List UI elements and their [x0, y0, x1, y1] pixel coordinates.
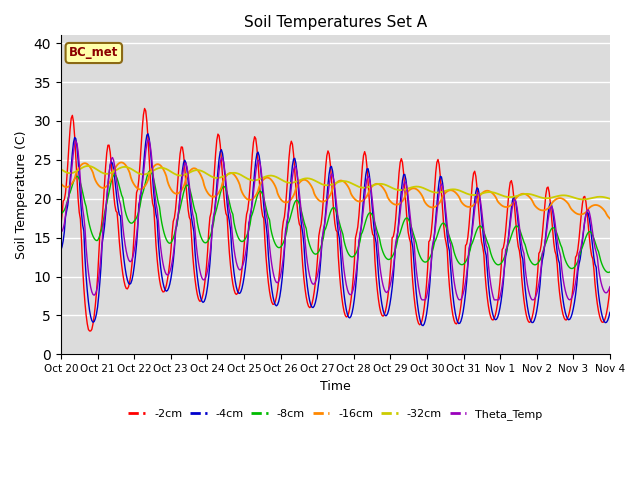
Line: -4cm: -4cm: [61, 134, 610, 325]
-32cm: [606, 196, 614, 202]
-32cm: [290, 180, 298, 185]
Theta_Temp: [558, 266, 566, 272]
Line: -16cm: -16cm: [61, 162, 610, 218]
-8cm: [290, 203, 298, 208]
Theta_Temp: [606, 284, 614, 289]
-2cm: [57, 223, 65, 229]
-16cm: [118, 159, 125, 165]
-16cm: [229, 171, 237, 177]
-32cm: [461, 190, 469, 196]
Theta_Temp: [365, 175, 373, 180]
-4cm: [463, 279, 470, 285]
-2cm: [393, 202, 401, 208]
-4cm: [365, 171, 373, 177]
-16cm: [290, 192, 298, 198]
Legend: -2cm, -4cm, -8cm, -16cm, -32cm, Theta_Temp: -2cm, -4cm, -8cm, -16cm, -32cm, Theta_Te…: [124, 405, 547, 424]
-4cm: [558, 288, 566, 293]
-2cm: [86, 328, 93, 334]
Theta_Temp: [144, 137, 152, 143]
-8cm: [392, 246, 399, 252]
-4cm: [419, 323, 427, 328]
-16cm: [461, 203, 469, 209]
-16cm: [365, 188, 373, 193]
Y-axis label: Soil Temperature (C): Soil Temperature (C): [15, 131, 28, 259]
X-axis label: Time: Time: [320, 380, 351, 393]
-2cm: [558, 306, 566, 312]
-8cm: [229, 211, 237, 217]
-8cm: [605, 270, 612, 276]
-16cm: [392, 202, 399, 207]
-4cm: [144, 131, 152, 137]
Theta_Temp: [418, 297, 426, 303]
Line: Theta_Temp: Theta_Temp: [61, 140, 610, 300]
-4cm: [290, 156, 298, 162]
-16cm: [57, 180, 65, 186]
-8cm: [365, 210, 373, 216]
-4cm: [229, 259, 237, 265]
Line: -32cm: -32cm: [61, 166, 610, 199]
Theta_Temp: [392, 241, 399, 247]
-8cm: [57, 211, 65, 216]
-32cm: [57, 166, 65, 172]
Theta_Temp: [463, 271, 470, 277]
-4cm: [606, 310, 614, 315]
Line: -2cm: -2cm: [61, 108, 610, 331]
Text: BC_met: BC_met: [69, 47, 118, 60]
Theta_Temp: [290, 167, 298, 172]
Line: -8cm: -8cm: [61, 171, 610, 273]
-32cm: [557, 192, 564, 198]
-32cm: [84, 163, 92, 169]
-4cm: [392, 242, 399, 248]
-2cm: [230, 287, 238, 292]
-32cm: [580, 196, 588, 202]
-2cm: [291, 167, 299, 173]
-8cm: [557, 242, 564, 248]
-2cm: [463, 241, 470, 247]
-16cm: [557, 195, 564, 201]
-16cm: [606, 216, 614, 221]
-8cm: [606, 269, 614, 275]
-32cm: [365, 184, 373, 190]
-2cm: [141, 106, 148, 111]
Theta_Temp: [229, 237, 237, 242]
-8cm: [461, 259, 469, 265]
Title: Soil Temperatures Set A: Soil Temperatures Set A: [244, 15, 427, 30]
-4cm: [57, 247, 65, 253]
-2cm: [606, 286, 614, 291]
Theta_Temp: [57, 229, 65, 235]
-32cm: [392, 186, 399, 192]
-2cm: [367, 213, 374, 219]
-8cm: [147, 168, 154, 174]
-32cm: [229, 170, 237, 176]
